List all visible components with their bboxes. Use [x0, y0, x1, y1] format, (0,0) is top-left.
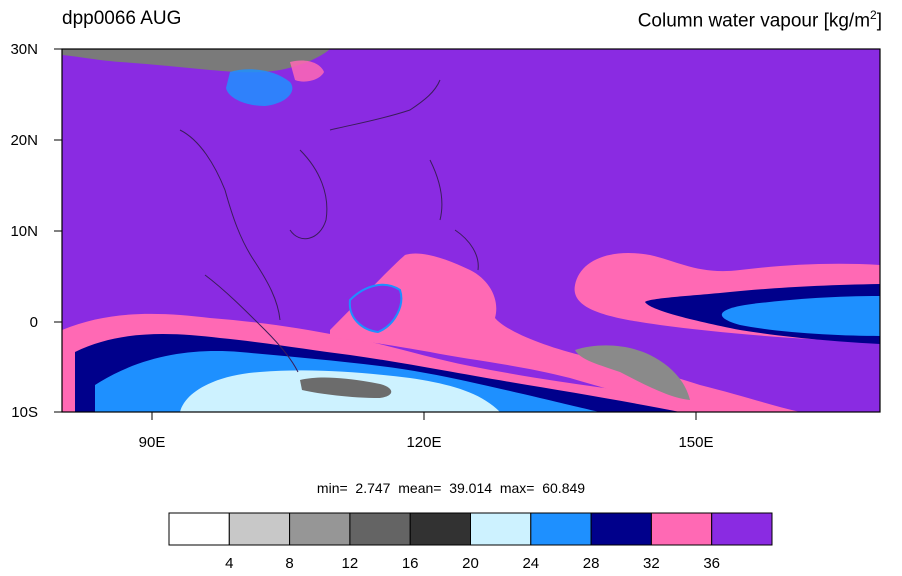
himalaya-pink-patch [290, 60, 324, 82]
title-right: Column water vapour [kg/m2] [638, 8, 882, 32]
colorbar-box [409, 512, 472, 546]
band-24-28-pacific [721, 296, 880, 336]
colorbar-boxes [168, 512, 773, 546]
colorbar-label: 8 [285, 555, 293, 572]
title-right-end: ] [876, 10, 882, 32]
borneo-island [348, 283, 403, 334]
colorbar-box [289, 512, 351, 546]
colorbar-box [349, 512, 411, 546]
lat-label-10s: 10S [11, 404, 38, 421]
colorbar-label: 24 [522, 555, 539, 572]
stats-line: min= 2.747 mean= 39.014 max= 60.849 [316, 480, 586, 496]
title-left: dpp0066 AUG [62, 8, 182, 29]
colorbar-box [530, 512, 592, 546]
colorbar-box [650, 512, 713, 546]
lat-label-10n: 10N [10, 223, 38, 240]
colorbar-label: 16 [402, 555, 419, 572]
title-right-main: Column water vapour [kg/m [637, 10, 871, 32]
colorbar-label: 20 [462, 555, 479, 572]
title-right-sup: 2 [870, 8, 877, 22]
colorbar-box [711, 512, 773, 546]
lon-label-90: 90E [139, 434, 166, 451]
colorbar-label: 4 [225, 555, 233, 572]
colorbar-box [168, 512, 230, 546]
lat-label-0: 0 [30, 314, 38, 331]
lat-label-20n: 20N [10, 132, 38, 149]
colorbar-box [470, 512, 532, 546]
colorbar-label: 32 [643, 555, 660, 572]
lon-label-120: 120E [406, 434, 441, 451]
colorbar-box [228, 512, 291, 546]
colorbar-box [590, 512, 652, 546]
lon-label-150: 150E [678, 434, 713, 451]
colorbar-label: 12 [342, 555, 359, 572]
java-island [300, 377, 392, 398]
band-32-36-maritime [330, 253, 800, 412]
coastline-china [329, 79, 441, 131]
map-panel: 90E 120E 150E 30N 20N 10N 0 10S [10, 41, 881, 451]
coastline-indochina [179, 129, 328, 321]
coastline-sumatra [204, 274, 299, 373]
tick-group [54, 48, 697, 420]
colorbar-label: 28 [583, 555, 600, 572]
lat-label-30n: 30N [10, 41, 38, 58]
colorbar-labels: 4 8 12 16 20 24 28 32 36 [225, 555, 720, 572]
colorbar-label: 36 [703, 555, 720, 572]
coastline-philippines [429, 159, 479, 271]
tibet-dry-area [62, 49, 330, 73]
himalaya-moist-patch [226, 69, 293, 106]
new-guinea-island [575, 345, 690, 400]
